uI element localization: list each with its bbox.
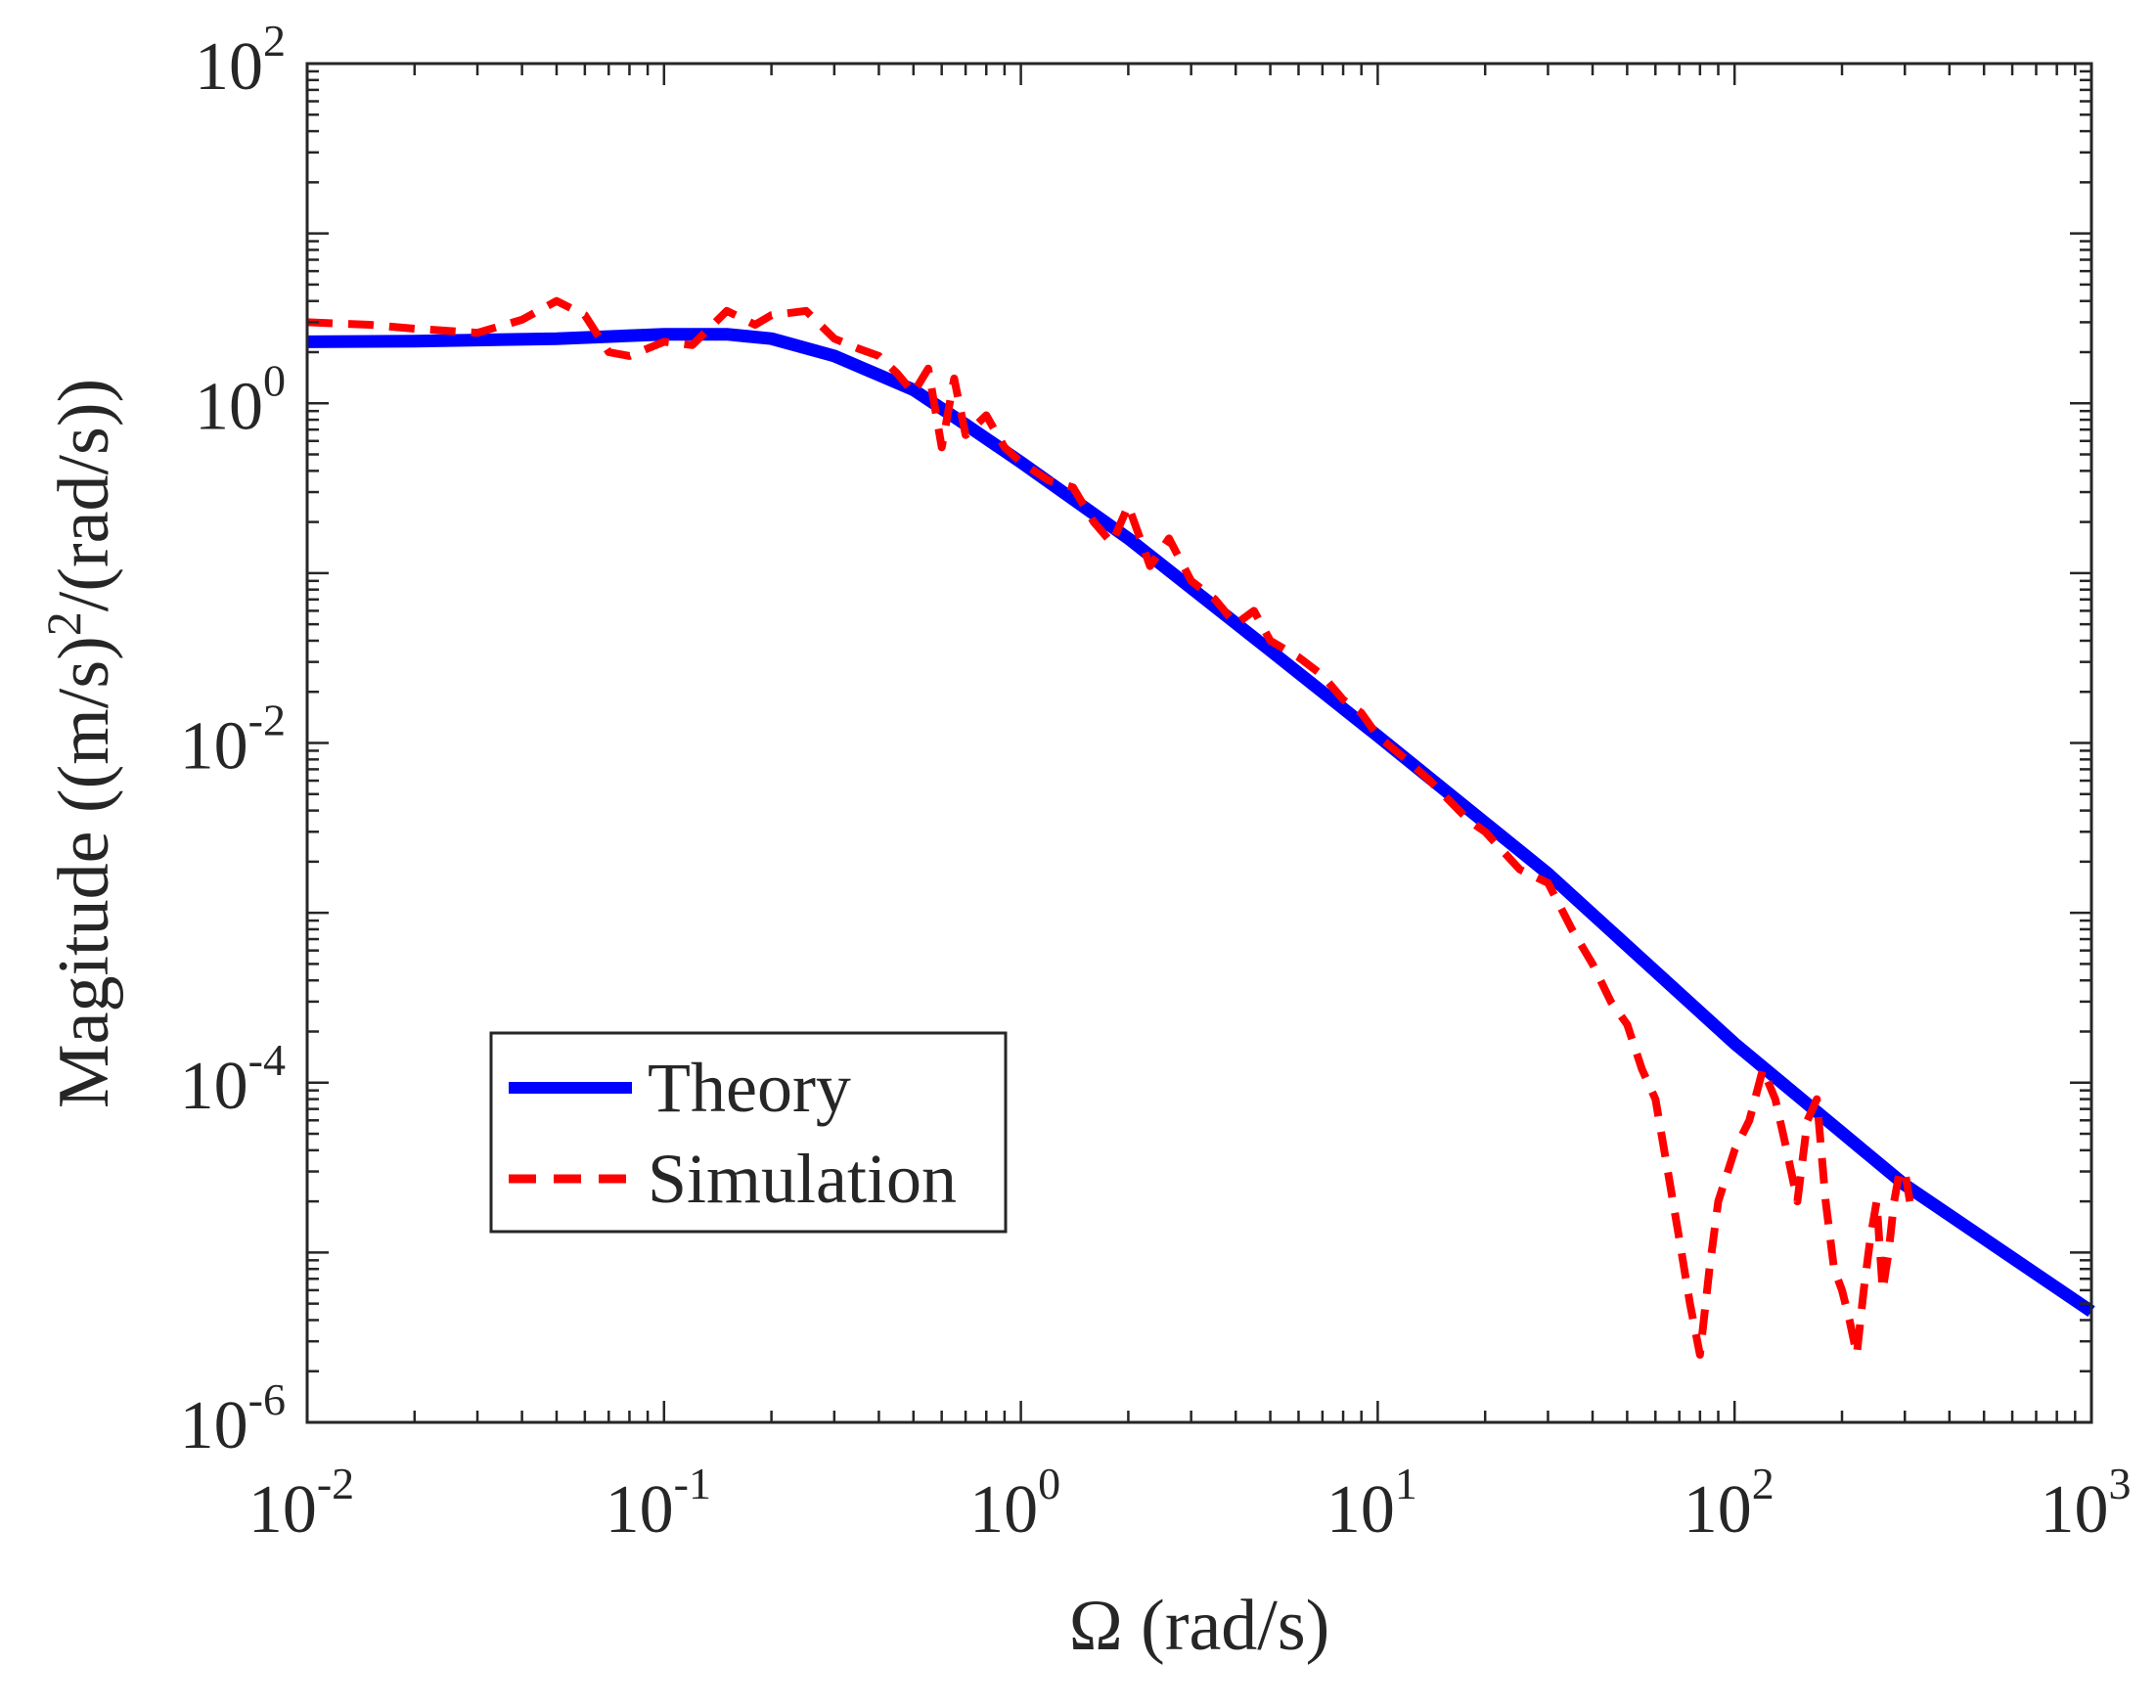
y-axis-label-suffix: /(rad/s))	[44, 379, 124, 611]
x-axis-label: Ω (rad/s)	[1069, 1586, 1330, 1666]
legend-box	[489, 1031, 1008, 1234]
x-tick-label-base: 10	[969, 1472, 1038, 1548]
y-tick-label-exponent: 2	[263, 16, 286, 66]
minor-tick-layer	[307, 64, 2091, 1422]
y-tick-label-base: 10	[195, 369, 263, 444]
x-tick-label-base: 10	[2041, 1472, 2109, 1548]
x-tick-label: 10-1	[606, 1459, 711, 1548]
y-tick-label-base: 10	[180, 709, 248, 785]
plot-frame	[305, 62, 2093, 1424]
x-tick-label: 101	[1326, 1459, 1417, 1548]
series-layer	[306, 296, 2095, 1359]
x-tick-label-base: 10	[606, 1472, 674, 1548]
x-tick-label-exponent: 2	[1752, 1459, 1774, 1508]
x-tick-label-exponent: 3	[2109, 1459, 2132, 1508]
x-tick-label: 102	[1684, 1459, 1774, 1548]
y-tick-label-base: 10	[180, 1388, 248, 1463]
y-axis-label-prefix: Magitude ((m/s)	[44, 636, 124, 1108]
x-tick-label: 10-2	[248, 1459, 354, 1548]
y-tick-label-exponent: 0	[263, 355, 286, 405]
x-tick-label: 103	[2041, 1459, 2132, 1548]
x-tick-label-exponent: 1	[1395, 1459, 1417, 1508]
y-tick-label: 10-2	[180, 696, 286, 785]
y-axis-label-exponent: 2	[36, 611, 91, 636]
legend: Theory Simulation	[489, 1031, 1008, 1234]
x-tick-label-base: 10	[1326, 1472, 1395, 1548]
y-tick-label: 102	[195, 16, 286, 105]
series-line-simulation	[306, 296, 1914, 1359]
legend-theory-label: Theory	[648, 1049, 851, 1127]
legend-simulation-label: Simulation	[648, 1140, 957, 1218]
y-tick-label-exponent: -6	[248, 1374, 286, 1424]
x-tick-label-exponent: -2	[317, 1459, 354, 1508]
y-tick-label-exponent: -4	[248, 1035, 286, 1085]
x-tick-label-base: 10	[1684, 1472, 1752, 1548]
y-tick-label-base: 10	[195, 29, 263, 105]
y-tick-label-base: 10	[180, 1049, 248, 1124]
y-tick-label: 10-4	[180, 1035, 286, 1124]
y-tick-label-exponent: -2	[248, 696, 286, 745]
y-tick-label: 100	[195, 355, 286, 444]
x-tick-label: 100	[969, 1459, 1060, 1548]
x-tick-label-exponent: -1	[674, 1459, 711, 1508]
x-tick-label-exponent: 0	[1038, 1459, 1060, 1508]
y-axis-label: Magitude ((m/s)2/(rad/s))	[36, 379, 124, 1108]
x-tick-label-base: 10	[248, 1472, 317, 1548]
y-tick-label: 10-6	[180, 1374, 286, 1463]
x-tick-labels: 10-2 10-1 100 101 102 103	[248, 1459, 2132, 1548]
